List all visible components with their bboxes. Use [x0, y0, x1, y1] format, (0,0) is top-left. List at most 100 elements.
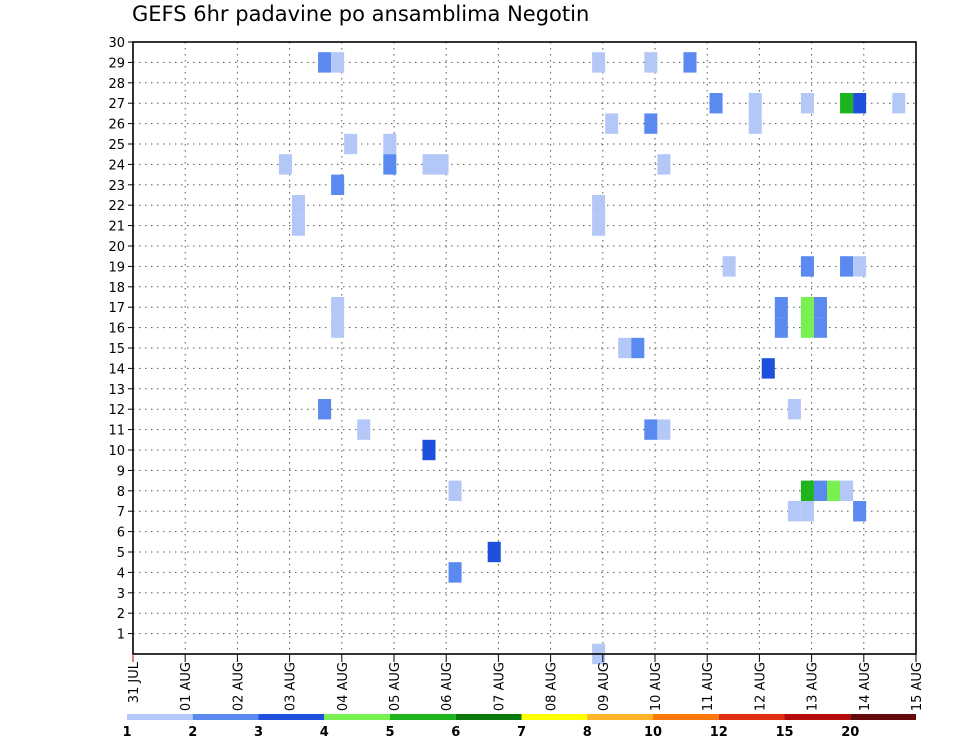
data-cell	[774, 317, 788, 338]
data-cell	[683, 52, 697, 73]
x-tick-label: 05 AUG	[388, 662, 403, 711]
data-cell	[357, 419, 371, 440]
y-tick-label: 16	[108, 322, 125, 337]
legend-swatch	[127, 714, 193, 720]
data-cells	[278, 52, 906, 665]
y-tick-label: 19	[108, 260, 125, 275]
data-cell	[813, 297, 827, 318]
legend-label: 5	[385, 725, 394, 740]
legend-swatch	[850, 714, 916, 720]
y-tick-label: 7	[117, 505, 125, 520]
data-cell	[657, 154, 671, 175]
y-axis: 1234567891011121314151617181920212223242…	[108, 36, 133, 643]
y-tick-label: 13	[108, 383, 125, 398]
x-tick-label: 11 AUG	[701, 662, 716, 711]
data-cell	[800, 480, 814, 501]
legend-swatch	[653, 714, 719, 720]
x-tick-label: 02 AUG	[231, 662, 246, 711]
data-cell	[748, 113, 762, 134]
data-cell	[787, 399, 801, 420]
data-cell	[853, 501, 867, 522]
data-cell	[644, 113, 658, 134]
x-tick-label: 04 AUG	[336, 662, 351, 711]
data-cell	[631, 337, 645, 359]
data-cell	[383, 154, 397, 175]
y-tick-label: 17	[108, 301, 125, 316]
data-cell	[592, 52, 606, 73]
data-cell	[644, 419, 658, 440]
x-tick-label: 10 AUG	[649, 662, 664, 711]
data-cell	[291, 195, 305, 216]
y-tick-label: 14	[108, 362, 125, 377]
legend-label: 12	[710, 725, 728, 740]
y-tick-label: 23	[108, 179, 125, 194]
legend-label: 8	[583, 725, 592, 740]
legend-swatch	[192, 714, 259, 720]
y-tick-label: 6	[117, 526, 125, 541]
data-cell	[813, 480, 827, 501]
x-tick-label: 01 AUG	[179, 662, 194, 711]
y-tick-label: 8	[117, 485, 125, 500]
data-cell	[722, 256, 736, 277]
data-cell	[422, 439, 436, 461]
data-cell	[800, 256, 814, 277]
y-tick-label: 15	[108, 342, 125, 357]
x-tick-label: 09 AUG	[597, 662, 612, 711]
data-cell	[278, 154, 292, 175]
y-tick-label: 29	[108, 56, 125, 71]
legend-label: 15	[775, 725, 793, 740]
x-tick-label: 06 AUG	[440, 662, 455, 711]
y-tick-label: 30	[108, 36, 125, 51]
x-tick-label: 08 AUG	[545, 662, 560, 711]
data-cell	[748, 93, 762, 114]
data-cell	[787, 501, 801, 522]
x-axis: 31 JUL 01 AUG 02 AUG 03 AUG 04 AUG 05 AUG 06 A…	[127, 654, 925, 711]
legend-label: 4	[320, 725, 329, 740]
y-tick-label: 5	[117, 546, 125, 561]
y-tick-label: 1	[117, 628, 125, 643]
x-tick-label: 14 AUG	[858, 662, 873, 711]
y-tick-label: 11	[108, 424, 125, 439]
data-cell	[892, 93, 906, 114]
data-cell	[800, 93, 814, 114]
y-tick-label: 24	[108, 158, 125, 173]
data-cell	[331, 297, 345, 318]
data-cell	[853, 256, 867, 277]
data-cell	[448, 562, 462, 583]
data-cell	[383, 133, 397, 155]
data-cell	[774, 297, 788, 318]
data-cell	[435, 154, 449, 175]
y-tick-label: 18	[108, 281, 125, 296]
data-cell	[853, 93, 867, 114]
y-tick-label: 22	[108, 199, 125, 214]
legend-swatch	[390, 714, 456, 720]
x-tick-label: 15 AUG	[910, 662, 925, 711]
chart-title: GEFS 6hr padavine po ansamblima Negotin	[132, 2, 590, 26]
data-cell	[331, 317, 345, 338]
y-tick-label: 20	[108, 240, 125, 255]
legend-swatch	[324, 714, 390, 720]
data-cell	[761, 358, 775, 379]
data-cell	[800, 501, 814, 522]
data-cell	[618, 337, 632, 359]
legend-swatch	[258, 714, 325, 720]
grid	[133, 42, 916, 654]
legend-swatch	[784, 714, 851, 720]
y-tick-label: 28	[108, 77, 125, 92]
data-cell	[448, 480, 462, 501]
data-cell	[840, 480, 854, 501]
data-cell	[800, 317, 814, 338]
y-tick-label: 3	[117, 587, 125, 602]
data-cell	[840, 93, 854, 114]
legend-swatch	[521, 714, 588, 720]
data-cell	[422, 154, 436, 175]
data-cell	[331, 52, 345, 73]
legend-swatch	[455, 714, 522, 720]
x-tick-label: 07 AUG	[492, 662, 507, 711]
data-cell	[826, 480, 841, 501]
y-tick-label: 9	[117, 464, 125, 479]
legend-label: 3	[254, 725, 263, 740]
legend-label: 7	[517, 725, 526, 740]
data-cell	[813, 317, 827, 338]
data-cell	[800, 297, 814, 318]
